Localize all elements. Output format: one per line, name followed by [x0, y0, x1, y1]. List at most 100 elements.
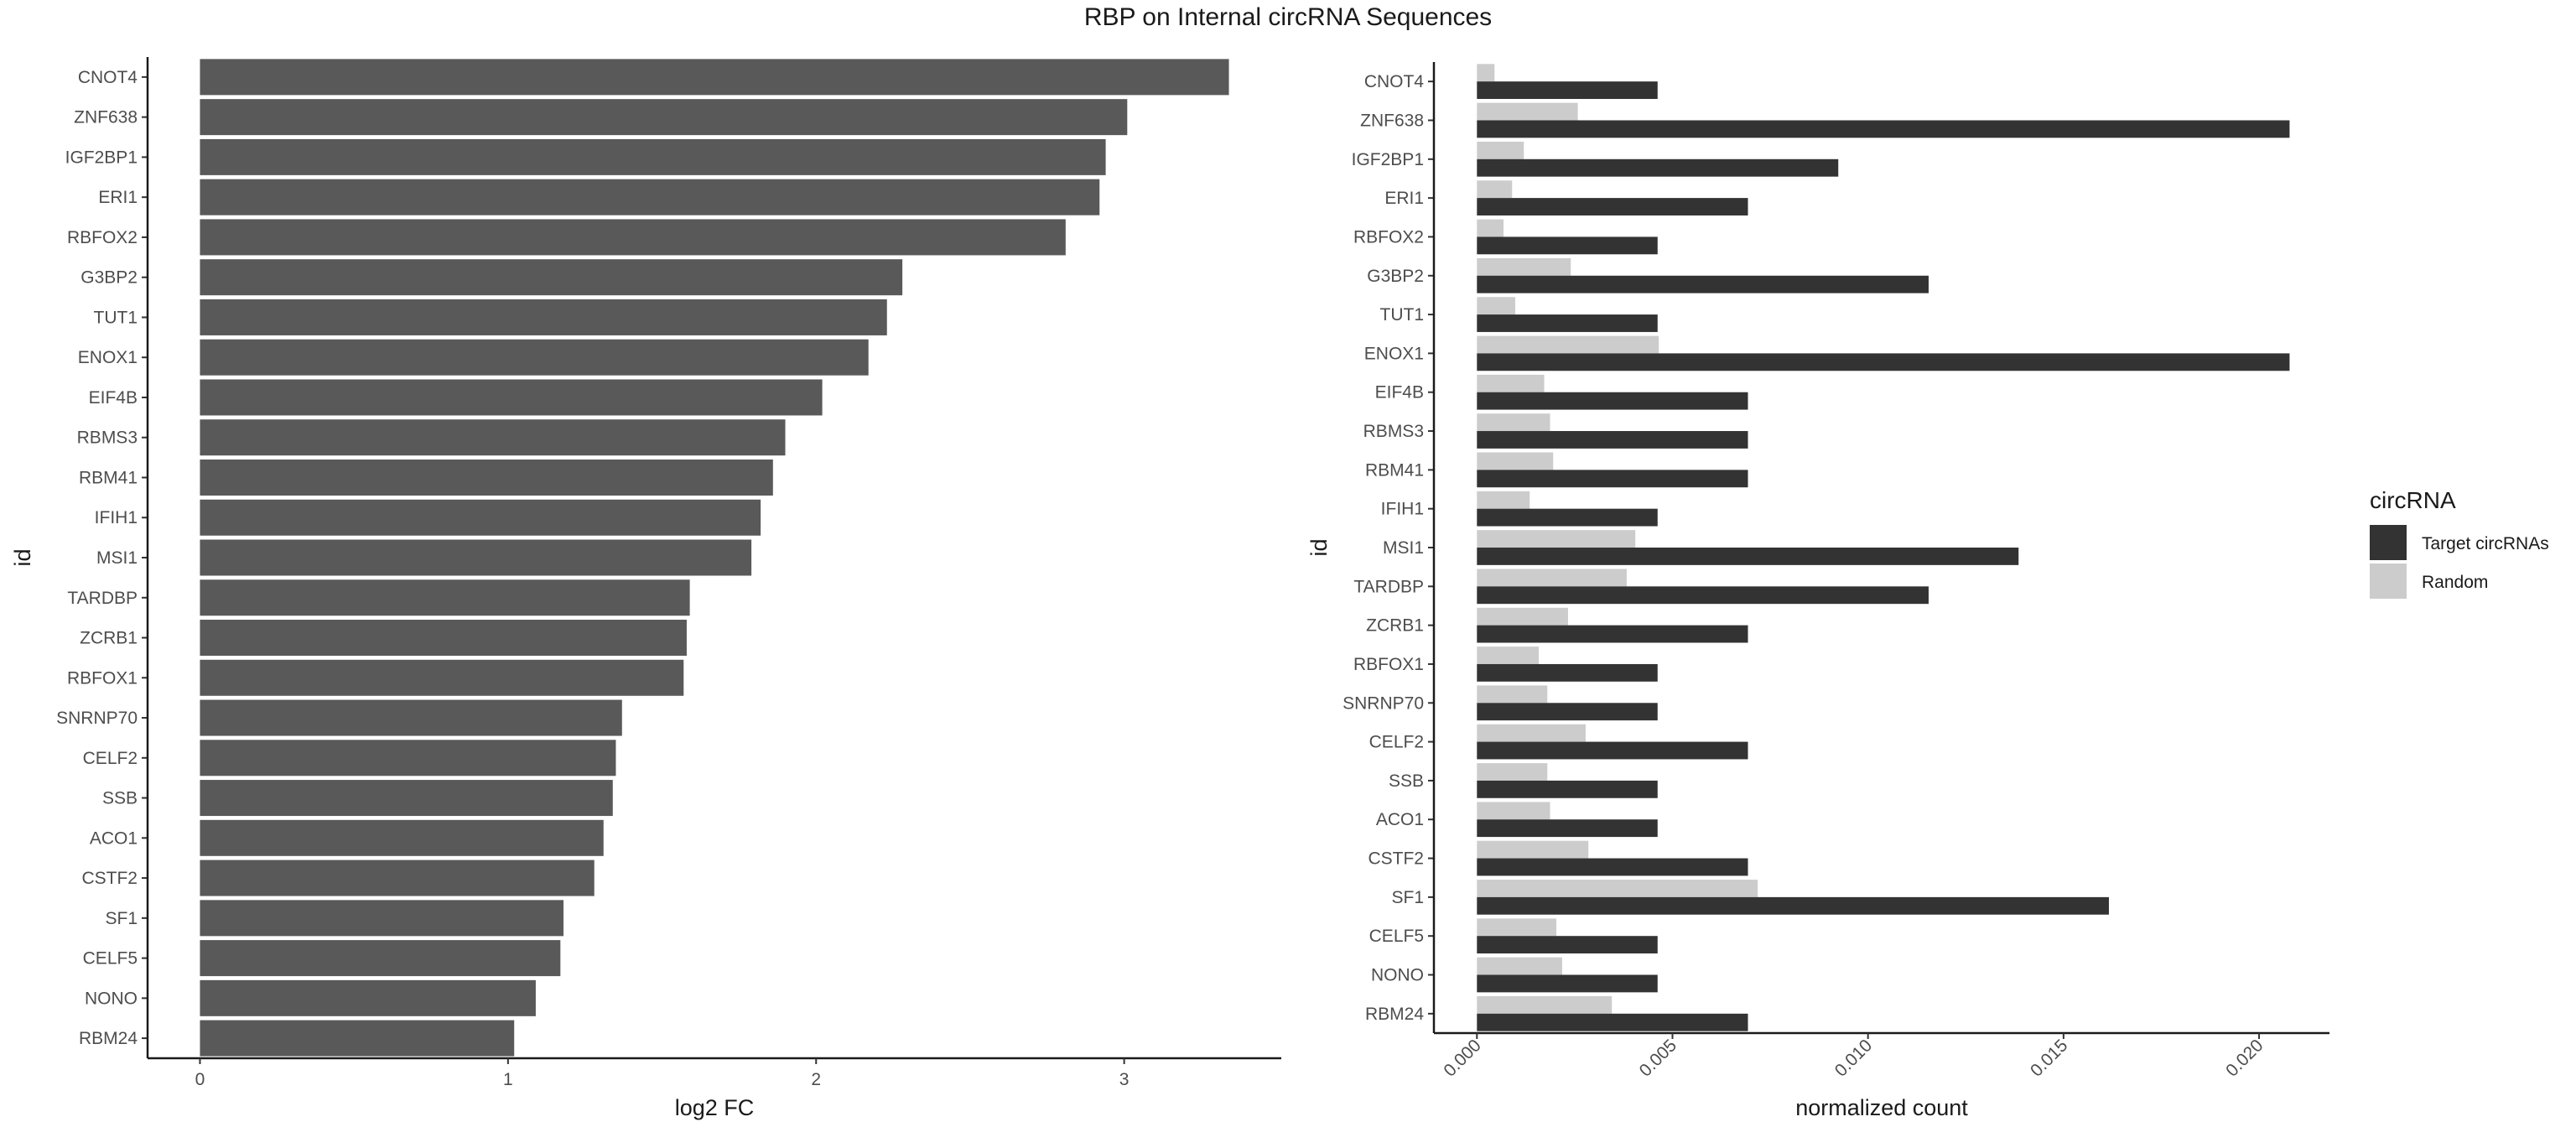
y-tick-label: RBFOX2 [1353, 227, 1424, 247]
y-tick-label: MSI1 [96, 548, 138, 568]
y-tick-label: IFIH1 [1381, 500, 1424, 519]
y-tick-label: RBMS3 [1363, 422, 1424, 441]
bar-aco1 [200, 819, 604, 856]
y-tick-label: NONO [1371, 966, 1424, 985]
y-tick-label: ACO1 [90, 828, 138, 848]
bar-target-enox1 [1477, 353, 2290, 371]
bar-random-rbm24 [1477, 995, 1613, 1014]
legend: circRNA Target circRNAs Random [2370, 487, 2549, 599]
bar-random-rbfox2 [1477, 219, 1504, 237]
bar-random-rbms3 [1477, 413, 1550, 432]
y-tick-label: ENOX1 [1364, 344, 1424, 363]
y-tick-label: SF1 [105, 909, 138, 928]
x-tick-label: 0.000 [1440, 1036, 1484, 1080]
bar-random-igf2bp1 [1477, 141, 1524, 159]
bar-igf2bp1 [200, 138, 1106, 175]
bar-random-enox1 [1477, 335, 1659, 354]
bar-sf1 [200, 900, 564, 937]
y-tick-label: TARDBP [1353, 577, 1424, 596]
y-tick-label: CELF5 [1369, 927, 1424, 946]
bar-target-ssb [1477, 780, 1658, 798]
bar-random-sf1 [1477, 880, 1758, 897]
y-tick-label: ENOX1 [78, 348, 138, 367]
x-tick-label: 1 [503, 1070, 513, 1089]
bar-g3bp2 [200, 259, 903, 296]
bar-target-rbm24 [1477, 1013, 1748, 1031]
y-tick-label: EIF4B [89, 388, 138, 408]
x-tick-label: 0.015 [2027, 1036, 2071, 1080]
y-tick-label: ZNF638 [74, 108, 138, 127]
x-tick-label: 0 [195, 1070, 205, 1089]
right-grouped-bar-chart: CNOT4 ZNF638 IGF2BP1 ERI1 RBFOX2 G3BP2 TUT1 ENO… [1306, 62, 2329, 1120]
y-tick-label: TUT1 [1380, 305, 1425, 325]
y-tick-label: SF1 [1391, 888, 1424, 907]
bar-target-msi1 [1477, 548, 2019, 565]
legend-swatch-random [2370, 564, 2407, 599]
bar-nono [200, 979, 536, 1016]
y-tick-label: MSI1 [1383, 538, 1424, 558]
bar-target-rbfox1 [1477, 663, 1658, 682]
bar-target-rbm41 [1477, 470, 1748, 488]
x-tick-label: 0.005 [1636, 1036, 1680, 1080]
y-tick-label: CELF2 [1369, 733, 1424, 752]
bar-celf5 [200, 940, 561, 977]
bar-tardbp [200, 579, 690, 616]
bar-random-tardbp [1477, 569, 1627, 587]
y-tick-label: CELF5 [83, 949, 138, 969]
bar-random-celf2 [1477, 724, 1586, 742]
x-tick-label: 2 [811, 1070, 821, 1089]
bar-cstf2 [200, 860, 595, 896]
bar-ifih1 [200, 499, 761, 536]
y-tick-label: SSB [102, 789, 138, 808]
bar-random-nono [1477, 957, 1562, 975]
y-tick-label: RBFOX2 [67, 228, 138, 247]
bar-random-rbfox1 [1477, 647, 1539, 664]
bar-celf2 [200, 740, 616, 776]
bar-cnot4 [200, 59, 1229, 96]
y-tick-label: RBFOX1 [1353, 655, 1424, 674]
bar-random-znf638 [1477, 102, 1578, 121]
bar-random-g3bp2 [1477, 257, 1571, 276]
x-axis-title: normalized count [1795, 1095, 1968, 1120]
y-tick-label: NONO [85, 989, 138, 1008]
y-tick-label: ZCRB1 [80, 629, 138, 648]
bar-target-celf2 [1477, 741, 1748, 760]
y-tick-label: CNOT4 [78, 68, 138, 87]
bar-random-snrnp70 [1477, 685, 1548, 704]
page-title: RBP on Internal circRNA Sequences [1083, 3, 1493, 31]
x-tick-label: 0.020 [2222, 1036, 2267, 1080]
bar-target-cnot4 [1477, 81, 1658, 100]
y-tick-label: RBMS3 [77, 428, 138, 448]
y-tick-label: G3BP2 [1367, 267, 1424, 286]
legend-swatch-target-circrnas [2370, 525, 2407, 560]
bar-rbms3 [200, 419, 786, 456]
y-tick-label: EIF4B [1375, 383, 1424, 402]
bar-target-cstf2 [1477, 858, 1748, 876]
bar-target-igf2bp1 [1477, 158, 1839, 177]
bar-target-tut1 [1477, 314, 1658, 332]
bar-random-zcrb1 [1477, 607, 1568, 626]
y-tick-label: IFIH1 [95, 508, 138, 527]
bar-rbfox2 [200, 219, 1066, 256]
y-tick-label: ERI1 [98, 188, 138, 207]
legend-title: circRNA [2370, 487, 2456, 513]
bar-random-celf5 [1477, 918, 1556, 937]
bar-ssb [200, 780, 613, 817]
bar-random-ifih1 [1477, 491, 1530, 509]
bar-target-aco1 [1477, 819, 1658, 838]
bar-target-ifih1 [1477, 508, 1658, 527]
x-tick-label: 3 [1119, 1070, 1130, 1089]
bar-rbm41 [200, 459, 773, 496]
y-tick-label: TUT1 [94, 308, 138, 327]
bar-target-znf638 [1477, 120, 2290, 138]
y-tick-label: SNRNP70 [56, 709, 138, 728]
y-tick-label: CELF2 [83, 749, 138, 768]
bar-rbm24 [200, 1020, 515, 1057]
bar-target-snrnp70 [1477, 703, 1658, 721]
x-tick-label: 0.010 [1831, 1036, 1876, 1080]
y-tick-label: SSB [1389, 771, 1424, 791]
y-tick-label: TARDBP [67, 589, 138, 608]
y-tick-label: ZCRB1 [1366, 616, 1424, 636]
y-tick-label: G3BP2 [80, 268, 138, 288]
